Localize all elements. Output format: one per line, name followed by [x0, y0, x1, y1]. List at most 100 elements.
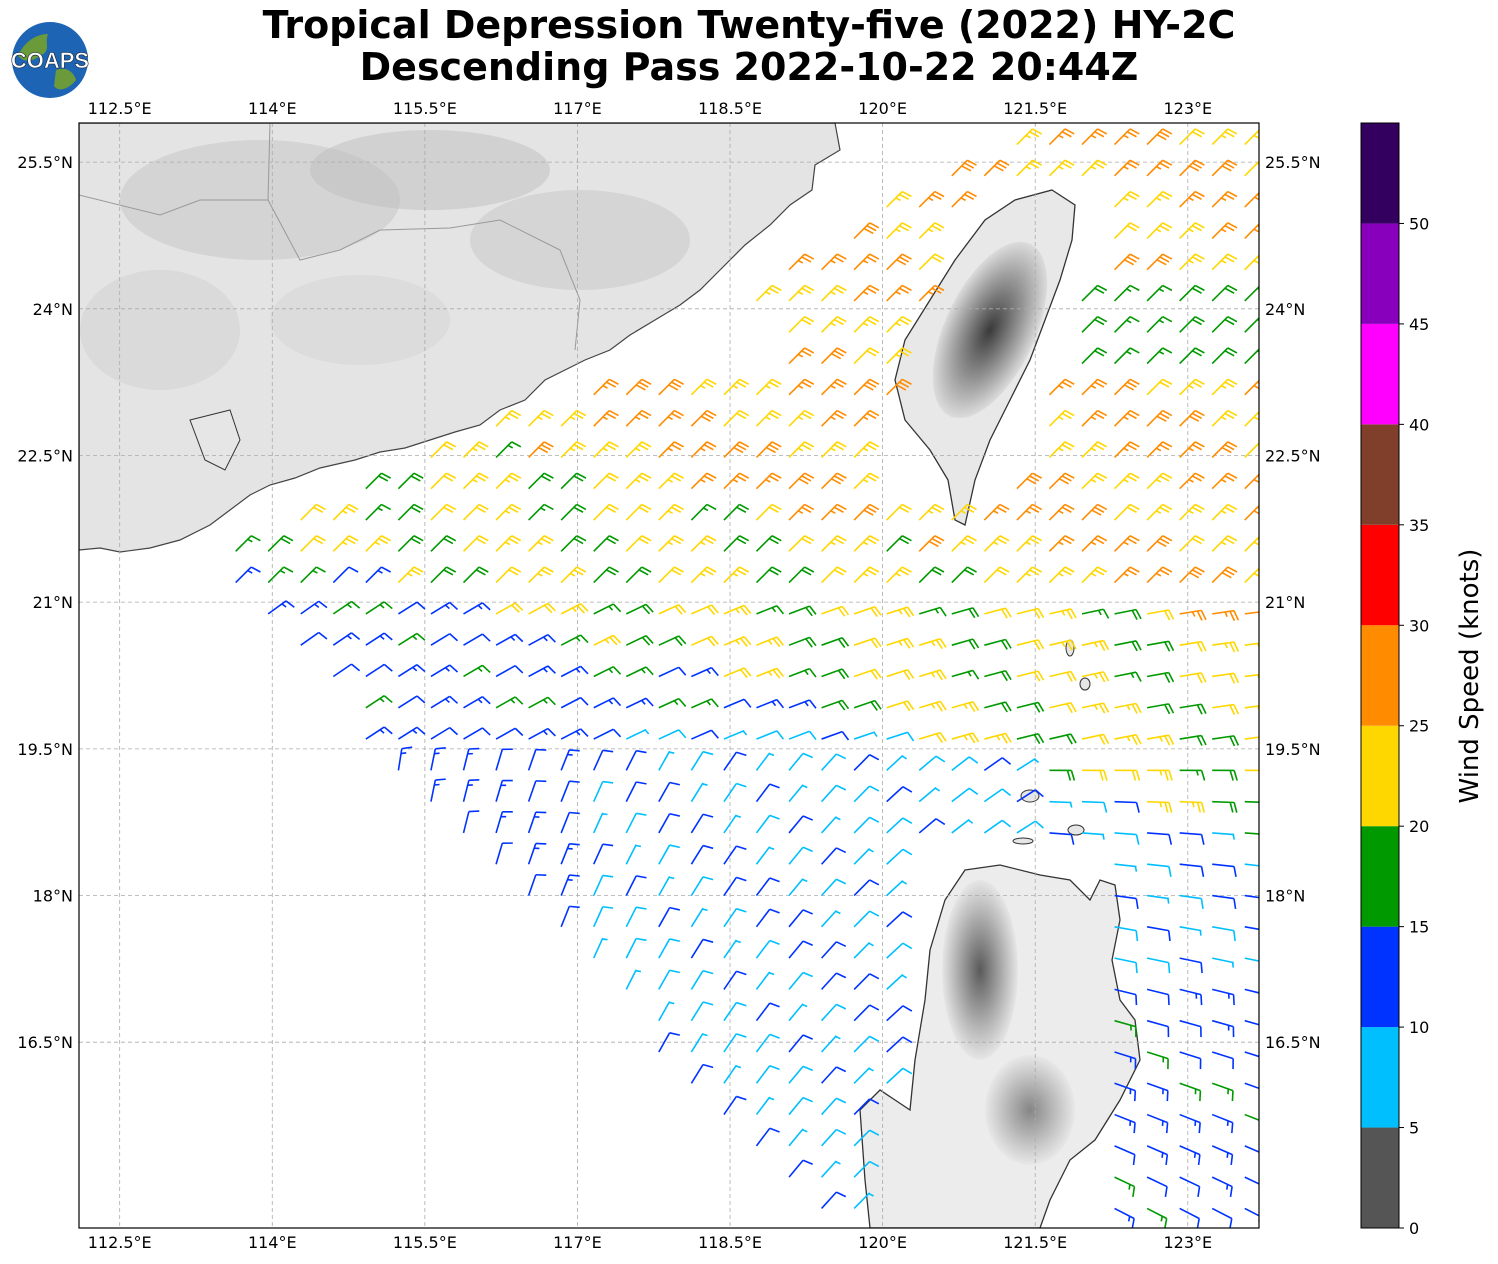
wind-barb	[397, 503, 424, 521]
wind-barb	[788, 752, 813, 771]
wind-barb	[560, 503, 587, 521]
wind-barb	[1244, 957, 1259, 962]
wind-barb	[430, 695, 459, 709]
wind-barb	[755, 1002, 780, 1022]
wind-barb	[820, 1003, 847, 1022]
wind-barb	[625, 566, 652, 584]
wind-barb	[755, 908, 780, 928]
wind-barb	[1211, 128, 1238, 146]
wind-barb	[886, 1005, 913, 1022]
wind-barb	[495, 748, 513, 771]
wind-barb	[886, 786, 913, 803]
wind-barb	[560, 409, 587, 427]
wind-barb	[853, 816, 880, 834]
wind-barb	[625, 749, 647, 771]
wind-barb	[918, 253, 945, 271]
wind-barb	[755, 566, 782, 584]
wind-barb	[1244, 316, 1259, 333]
wind-barb	[658, 729, 687, 740]
wind-barb	[560, 634, 589, 646]
wind-barb	[1179, 159, 1205, 177]
wind-barb	[1211, 503, 1238, 521]
wind-barb	[560, 603, 589, 615]
wind-barb	[918, 535, 945, 552]
wind-barb	[821, 566, 847, 584]
wind-barb	[1049, 639, 1077, 651]
plot-frame	[78, 122, 1260, 1229]
wind-barb	[1146, 926, 1171, 942]
wind-barb	[1146, 472, 1173, 490]
wind-barb	[821, 441, 847, 458]
wind-barb	[820, 1160, 841, 1178]
wind-barb	[755, 814, 780, 834]
wind-barb	[951, 756, 979, 771]
wind-barb	[625, 409, 652, 427]
wind-barb	[821, 668, 850, 680]
wind-barb	[1081, 769, 1108, 781]
wind-barb	[723, 1033, 747, 1053]
wind-barb	[723, 635, 752, 647]
wind-barb	[1211, 1145, 1234, 1166]
wind-barb	[853, 347, 880, 365]
wind-barb	[1179, 441, 1205, 458]
y-tick-label-left: 22.5°N	[17, 446, 73, 465]
wind-barb	[1212, 769, 1238, 781]
wind-barb	[1146, 609, 1175, 621]
wind-barb	[1244, 1145, 1259, 1158]
y-tick-label-left: 25.5°N	[17, 153, 73, 172]
wind-barb	[495, 602, 524, 615]
wind-barb	[853, 1067, 874, 1084]
wind-barb	[723, 503, 750, 521]
wind-barb	[723, 907, 747, 928]
wind-barb	[658, 472, 684, 490]
wind-barb	[625, 781, 647, 803]
wind-barb	[756, 698, 785, 709]
wind-barb	[1179, 672, 1207, 684]
wind-barb	[1244, 567, 1259, 584]
wind-barb	[463, 664, 491, 678]
wind-barb	[788, 1065, 813, 1084]
wind-barb	[1146, 378, 1173, 396]
wind-barb	[1212, 735, 1240, 747]
wind-barb	[1179, 734, 1207, 746]
wind-barb	[593, 472, 619, 490]
y-tick-label-right: 19.5°N	[1265, 740, 1321, 759]
wind-barb	[853, 409, 880, 427]
wind-barb	[625, 844, 642, 865]
wind-barb	[495, 727, 524, 740]
wind-barb	[1146, 957, 1171, 974]
wind-barb	[1211, 566, 1238, 584]
wind-barb	[658, 378, 684, 396]
wind-barb	[1212, 894, 1237, 910]
wind-barb	[820, 878, 847, 897]
wind-barb	[1081, 566, 1108, 584]
wind-barb	[918, 222, 945, 239]
wind-barb	[300, 600, 328, 615]
wind-barb	[658, 1001, 675, 1022]
wind-barb	[658, 535, 684, 552]
chart-title: Tropical Depression Twenty-five (2022) H…	[0, 4, 1498, 88]
wind-barb	[691, 635, 719, 647]
wind-barb	[658, 666, 687, 678]
wind-barb	[593, 728, 622, 740]
wind-barb	[1212, 957, 1234, 968]
wind-barb	[527, 748, 547, 771]
wind-barb	[1049, 670, 1077, 682]
wind-barb	[853, 284, 880, 302]
wind-barb	[1114, 1019, 1137, 1038]
wind-barb	[1244, 926, 1259, 931]
wind-barb	[723, 1001, 747, 1022]
wind-barb	[1016, 159, 1043, 177]
wind-barb	[690, 969, 714, 990]
wind-barb	[1179, 378, 1205, 396]
wind-barb	[1212, 926, 1236, 942]
wind-barb	[593, 535, 619, 552]
wind-barb	[853, 1192, 874, 1210]
wind-barb	[528, 696, 556, 709]
wind-barb	[820, 972, 847, 990]
title-line-1: Tropical Depression Twenty-five (2022) H…	[262, 3, 1236, 47]
x-tick-label-bottom: 120°E	[858, 1233, 907, 1252]
wind-barb	[462, 535, 489, 552]
wind-barb	[462, 503, 489, 521]
wind-barb	[1244, 611, 1259, 615]
